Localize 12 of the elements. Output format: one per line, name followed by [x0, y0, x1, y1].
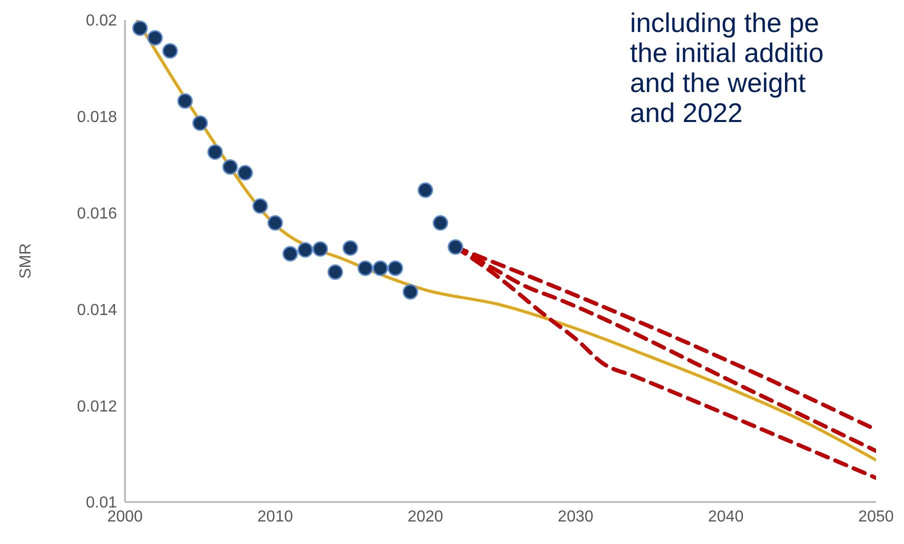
y-tick-label: 0.016	[76, 205, 118, 222]
y-tick-label: 0.012	[76, 398, 118, 416]
y-tick-label: 0.02	[86, 12, 118, 30]
x-tick-label: 2030	[558, 508, 594, 526]
x-tick-label: 2010	[257, 508, 294, 526]
y-axis-title: SMR	[18, 243, 35, 279]
annotation: including the pe the initial additio and the weight and 2022	[630, 8, 824, 128]
x-tick-label: 2050	[858, 508, 894, 526]
x-tick-label: 2020	[408, 508, 444, 526]
x-tick-label: 2040	[708, 508, 744, 526]
y-tick-label: 0.014	[76, 302, 118, 319]
y-tick-label: 0.018	[76, 109, 118, 126]
